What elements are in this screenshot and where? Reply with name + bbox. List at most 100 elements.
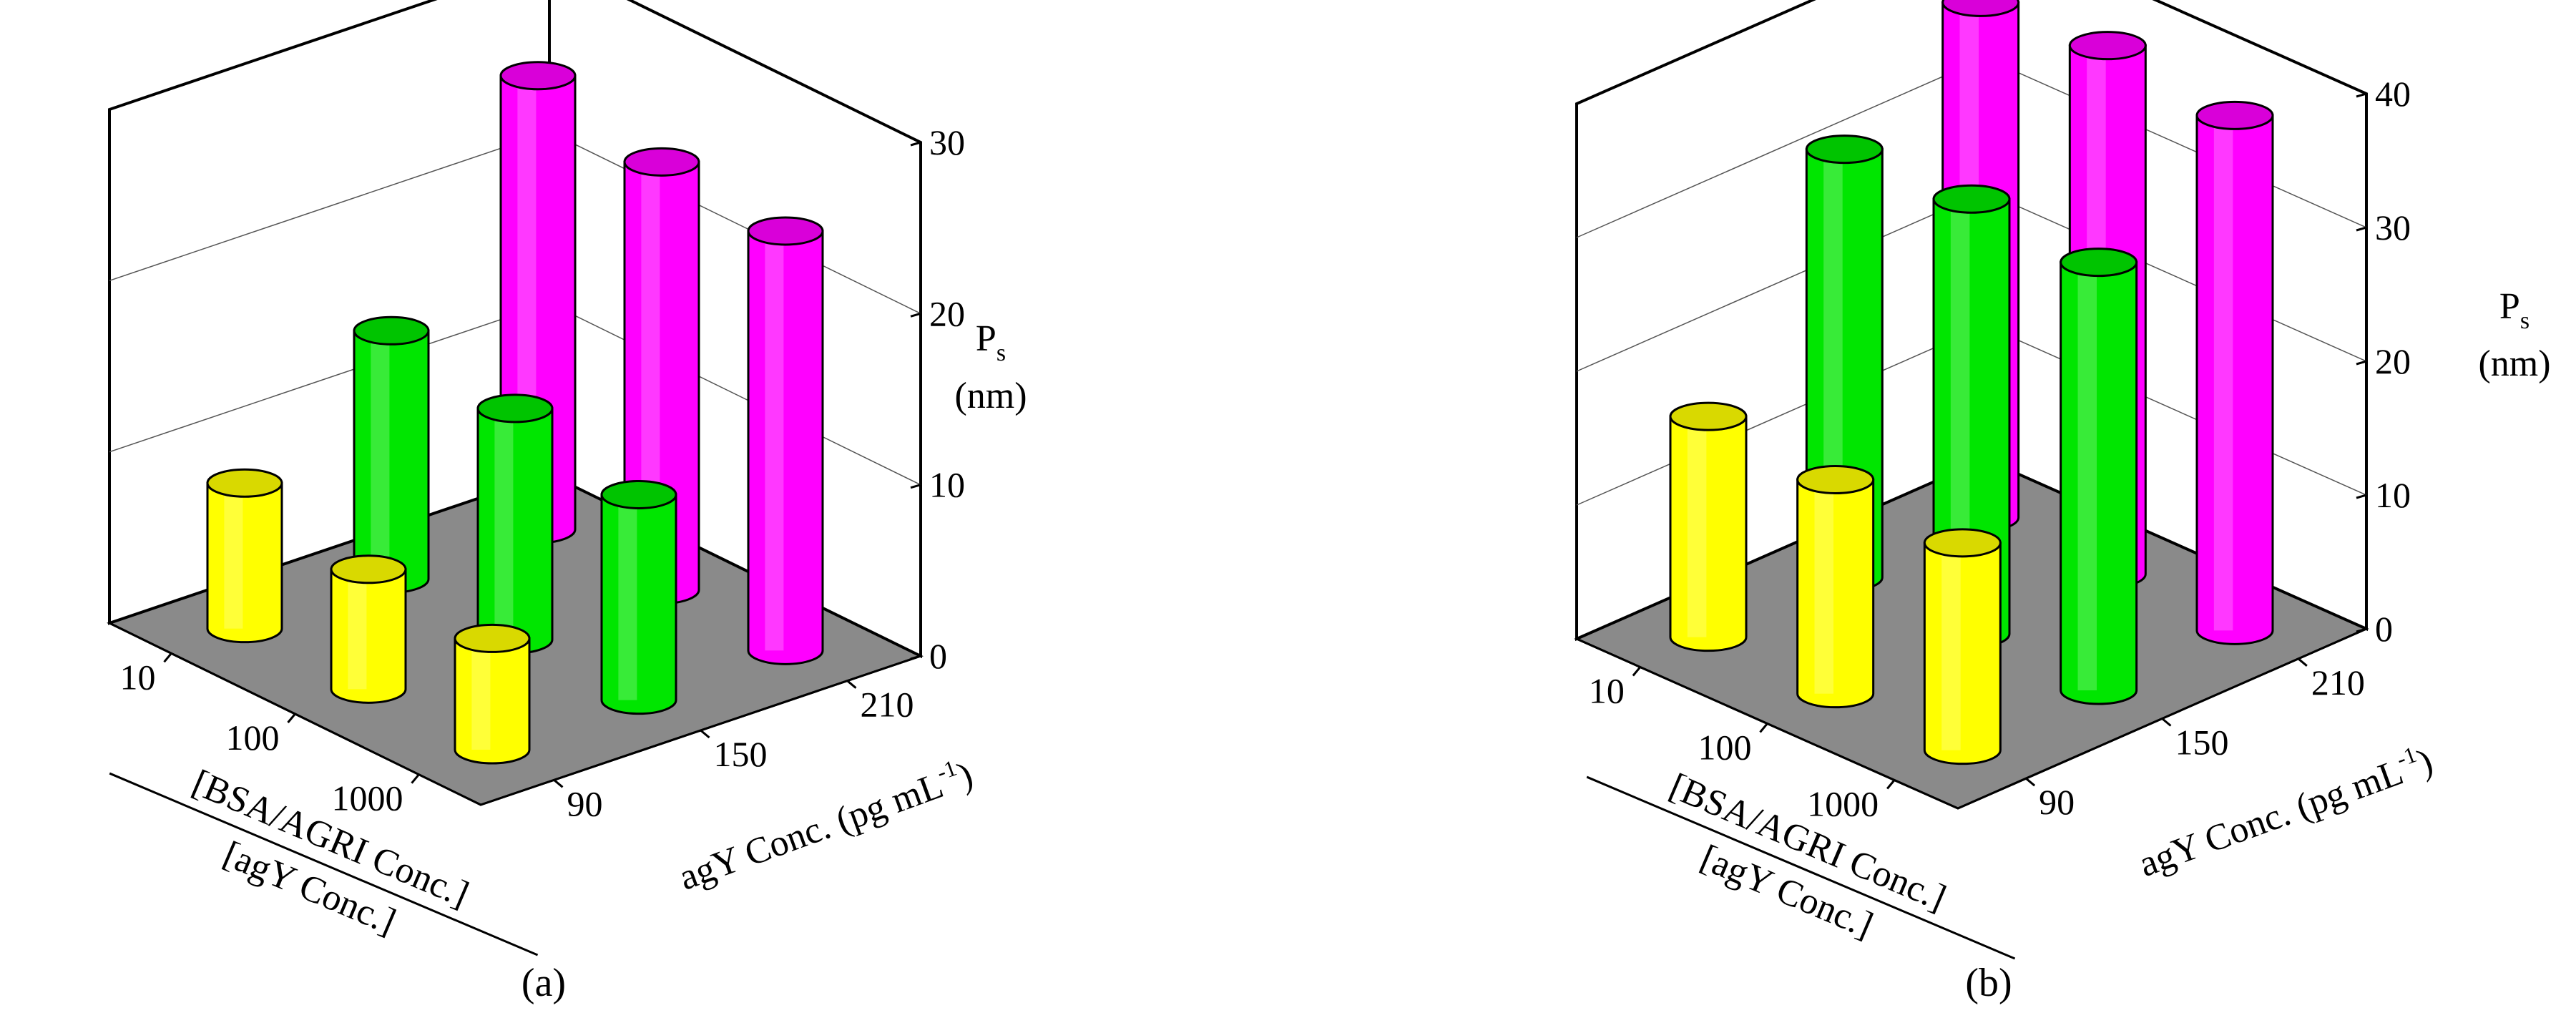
cylinder-top [206, 468, 283, 498]
cylinder-top [2195, 100, 2274, 130]
cylinder-top [330, 554, 407, 584]
agY-tick-mark [2025, 778, 2036, 787]
ratio-tick-mark [1632, 666, 1641, 677]
cylinder-top [499, 61, 577, 91]
cylinder-top [1805, 134, 1884, 165]
z-tick-mark [2356, 226, 2367, 232]
cylinder-bar-90-10 [1669, 401, 1748, 652]
z-axis-title: Ps [976, 318, 1006, 366]
z-tick-mark [910, 141, 921, 147]
cylinder-bar-150-1000 [2060, 248, 2138, 705]
cylinder-bar-90-1000 [1923, 528, 2002, 765]
cylinder-top [1941, 0, 2020, 17]
cylinder-highlight [1814, 479, 1834, 694]
cylinder-body [1796, 478, 1875, 709]
cylinder-body [353, 329, 430, 594]
cylinder-bar-90-100 [330, 554, 407, 704]
cylinder-bar-210-1000 [747, 216, 824, 665]
cylinder-highlight [494, 408, 514, 640]
z-tick-label: 30 [929, 122, 965, 162]
cylinder-highlight [1941, 542, 1961, 750]
ratio-tick-label: 100 [1698, 728, 1752, 768]
z-tick-label: 20 [929, 293, 965, 333]
cylinder-body [747, 230, 824, 665]
cylinder-bar-90-1000 [454, 623, 531, 765]
cylinder-body [330, 568, 407, 704]
agY-tick-mark [2161, 718, 2172, 727]
z-tick-label: 10 [2375, 475, 2411, 515]
cylinder-bar-150-1000 [600, 479, 677, 715]
ratio-tick-mark [287, 713, 296, 723]
z-tick-label: 0 [2375, 609, 2393, 649]
z-tick-label: 20 [2375, 341, 2411, 381]
agY-tick-mark [846, 680, 857, 689]
cylinder-highlight [348, 569, 367, 690]
cylinder-body [476, 407, 554, 655]
z-tick-mark [910, 312, 921, 318]
cylinder-top [623, 147, 700, 177]
z-tick-label: 0 [929, 636, 947, 676]
cylinder-bar-210-1000 [2195, 100, 2274, 645]
z-tick-label: 30 [2375, 207, 2411, 248]
z-tick-mark [2356, 360, 2367, 366]
agY-tick-label: 150 [714, 734, 768, 774]
cylinder-highlight [2077, 262, 2097, 691]
floor-front-edge [1576, 627, 2367, 810]
z-tick-label: 10 [929, 465, 965, 505]
z-axis-title: Ps [2499, 286, 2530, 334]
agY-tick-mark [2297, 657, 2308, 667]
ratio-tick-label: 100 [226, 718, 280, 758]
cylinder-top [600, 479, 677, 509]
cylinder-body [454, 637, 531, 765]
ratio-tick-mark [1886, 779, 1896, 790]
cylinder-highlight [765, 230, 784, 651]
ratio-tick-label: 1000 [332, 778, 403, 818]
cylinder-top [1796, 464, 1875, 494]
cylinder-bar-90-100 [1796, 464, 1875, 709]
cylinder-top [2060, 248, 2138, 278]
cylinder-body [1669, 415, 1748, 652]
panel-label-b: (b) [1965, 961, 2012, 1005]
cylinder-highlight [1687, 416, 1707, 637]
cylinder-top [1932, 184, 2011, 214]
ratio-tick-mark [411, 773, 420, 784]
ratio-tick-label: 1000 [1807, 784, 1879, 824]
z-axis-title-main: P [976, 318, 996, 359]
agY-tick-label: 90 [2039, 782, 2075, 822]
ratio-tick-label: 10 [120, 657, 156, 697]
z-axis-title-sub: s [996, 340, 1006, 366]
fraction-bar [1586, 775, 2016, 960]
z-axis-unit: (nm) [954, 376, 1027, 416]
agY-tick-label: 150 [2175, 723, 2229, 763]
ratio-tick-mark [1759, 723, 1768, 733]
agY-tick-label: 90 [567, 783, 603, 823]
cylinder-top [1669, 401, 1748, 431]
cylinder-body [2195, 114, 2274, 645]
cylinder-top [747, 216, 824, 246]
cylinder-top [2068, 31, 2147, 61]
cylinder-highlight [371, 331, 390, 579]
cylinder-body [206, 481, 283, 644]
fraction-bar [109, 772, 539, 956]
cylinder-body [600, 493, 677, 715]
z-axis-unit: (nm) [2478, 343, 2550, 384]
panel-label-a: (a) [521, 961, 566, 1005]
cylinder-highlight [2213, 115, 2233, 631]
z-axis-title-sub: s [2520, 308, 2530, 334]
floor-front-edge [109, 622, 921, 806]
cylinder-top [454, 623, 531, 653]
agY-axis-title-main: agY Conc. (pg mL [674, 765, 949, 898]
cylinder-highlight [224, 483, 243, 629]
agY-axis-title-main: agY Conc. (pg mL [2134, 752, 2409, 885]
cylinder-top [1923, 528, 2002, 558]
cylinder-bar-150-100 [476, 393, 554, 655]
z-tick-label: 40 [2375, 74, 2411, 114]
ratio-tick-mark [163, 652, 172, 663]
cylinder-body [1923, 542, 2002, 765]
cylinder-bar-90-10 [206, 468, 283, 644]
z-tick-mark [2356, 92, 2367, 98]
cylinder-highlight [471, 638, 491, 750]
